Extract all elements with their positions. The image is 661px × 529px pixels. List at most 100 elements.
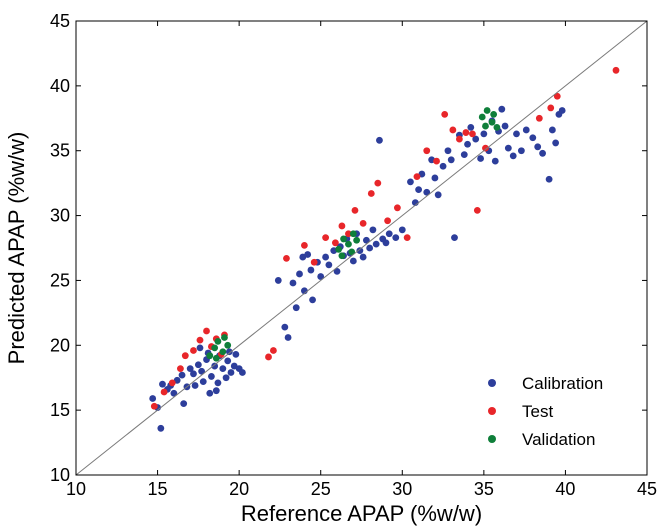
- point-test: [160, 388, 168, 396]
- point-test: [393, 204, 401, 212]
- point-calibration: [398, 226, 406, 234]
- x-tick-label: 30: [392, 479, 412, 499]
- point-test: [535, 114, 543, 122]
- point-calibration: [372, 240, 380, 248]
- point-validation: [490, 110, 498, 118]
- point-calibration: [178, 371, 186, 379]
- y-tick-label: 40: [50, 76, 70, 96]
- point-calibration: [548, 126, 556, 134]
- point-calibration: [191, 382, 199, 389]
- point-calibration: [322, 253, 330, 261]
- x-tick-label: 20: [229, 479, 249, 499]
- point-test: [473, 206, 481, 214]
- legend-marker-test: [488, 407, 496, 415]
- point-calibration: [522, 126, 530, 134]
- y-axis-label: Predicted APAP (%w/w): [4, 132, 29, 365]
- y-tick-label: 30: [50, 206, 70, 226]
- point-calibration: [362, 236, 370, 244]
- point-calibration: [199, 378, 207, 386]
- point-calibration: [464, 140, 471, 148]
- point-validation: [478, 113, 486, 121]
- point-validation: [488, 118, 496, 126]
- point-calibration: [186, 365, 194, 373]
- point-calibration: [307, 266, 315, 274]
- point-calibration: [359, 253, 367, 261]
- point-calibration: [170, 389, 178, 397]
- point-test: [423, 147, 431, 155]
- point-calibration: [534, 143, 542, 151]
- point-calibration: [467, 123, 475, 131]
- point-calibration: [539, 149, 546, 157]
- legend-label-calibration: Calibration: [522, 374, 603, 393]
- point-calibration: [415, 186, 422, 194]
- point-calibration: [369, 226, 377, 234]
- point-test: [181, 352, 189, 360]
- legend-marker-calibration: [488, 379, 496, 387]
- x-tick-label: 35: [474, 479, 494, 499]
- identity-line: [75, 20, 648, 476]
- point-test: [359, 219, 367, 227]
- point-calibration: [498, 105, 506, 113]
- point-calibration: [149, 395, 157, 402]
- point-test: [384, 217, 392, 225]
- point-test: [374, 179, 382, 187]
- point-test: [168, 379, 176, 387]
- point-calibration: [529, 134, 537, 142]
- x-tick-label: 25: [311, 479, 331, 499]
- point-validation: [353, 236, 361, 244]
- legend-label-validation: Validation: [522, 430, 595, 449]
- point-calibration: [480, 130, 488, 138]
- x-axis-label: Reference APAP (%w/w): [241, 501, 482, 526]
- point-calibration: [431, 174, 439, 182]
- point-calibration: [284, 334, 292, 341]
- point-calibration: [194, 361, 202, 369]
- point-test: [455, 135, 463, 143]
- point-test: [462, 129, 470, 136]
- y-tick-label: 15: [50, 400, 70, 420]
- point-calibration: [214, 379, 222, 387]
- point-calibration: [434, 191, 442, 199]
- point-calibration: [451, 234, 458, 242]
- point-calibration: [545, 175, 553, 183]
- point-validation: [349, 230, 357, 238]
- point-calibration: [460, 151, 468, 159]
- y-tick-label: 25: [50, 270, 70, 290]
- point-calibration: [407, 178, 414, 186]
- point-calibration: [385, 230, 393, 238]
- point-test: [283, 254, 290, 262]
- point-test: [265, 353, 272, 361]
- data-points-layer: [149, 66, 620, 432]
- x-tick-label: 15: [148, 479, 168, 499]
- point-calibration: [274, 277, 282, 284]
- point-calibration: [376, 136, 383, 144]
- point-calibration: [382, 239, 390, 247]
- x-tick-label: 40: [555, 479, 575, 499]
- point-test: [449, 126, 457, 134]
- point-test: [196, 336, 204, 344]
- point-calibration: [356, 247, 364, 254]
- x-tick-label: 10: [66, 479, 86, 499]
- point-calibration: [447, 156, 455, 164]
- point-validation: [211, 344, 219, 352]
- point-calibration: [513, 130, 520, 138]
- legend-marker-validation: [488, 435, 496, 443]
- point-calibration: [296, 270, 303, 278]
- point-calibration: [317, 273, 325, 280]
- point-test: [469, 130, 476, 138]
- point-test: [345, 230, 352, 238]
- point-validation: [493, 123, 501, 131]
- point-calibration: [509, 152, 517, 160]
- point-test: [150, 402, 158, 410]
- point-test: [270, 347, 277, 354]
- point-calibration: [196, 344, 204, 352]
- point-validation: [224, 341, 232, 349]
- point-calibration: [477, 155, 484, 162]
- point-calibration: [439, 162, 447, 170]
- point-test: [310, 258, 318, 266]
- point-calibration: [325, 261, 333, 269]
- point-calibration: [211, 362, 219, 370]
- point-calibration: [232, 350, 240, 358]
- point-test: [612, 66, 620, 74]
- point-validation: [206, 352, 214, 360]
- point-calibration: [227, 369, 235, 376]
